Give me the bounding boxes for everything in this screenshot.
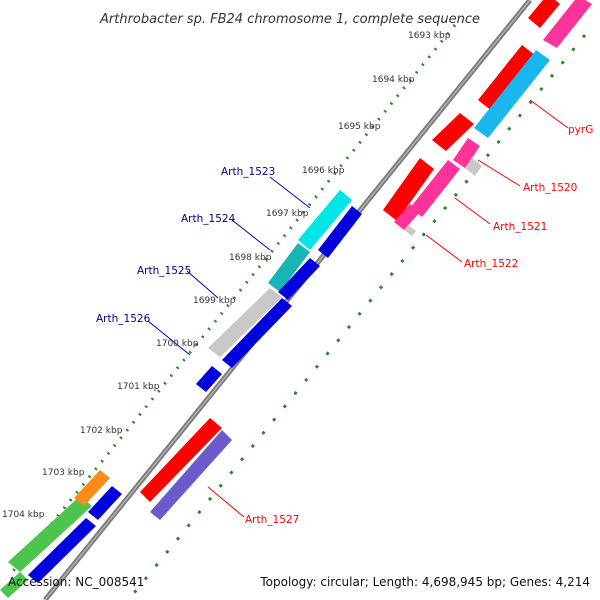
gene-blue-bottom-1[interactable] (28, 518, 96, 583)
gene-red-2[interactable] (478, 45, 536, 111)
kbp-labels: 1693 kbp 1694 kbp 1695 kbp 1696 kbp 1697… (2, 31, 451, 520)
gene-orange[interactable] (74, 470, 110, 506)
leader-lines-right (207, 99, 569, 518)
gene-gray-long[interactable] (208, 288, 282, 357)
gene-label[interactable]: Arth_1523 (221, 166, 275, 178)
gene-blue-1[interactable] (318, 206, 362, 258)
gene-track-upper-right (383, 0, 592, 236)
kbp-label: 1700 kbp (156, 339, 199, 349)
gene-blue-3[interactable] (222, 298, 292, 368)
leader-lines-left (147, 176, 311, 356)
gene-label[interactable]: Arth_1522 (464, 258, 518, 270)
gene-cyan[interactable] (298, 190, 352, 250)
map-title: Arthrobacter sp. FB24 chromosome 1, comp… (99, 12, 480, 27)
gene-gray-small-2[interactable] (404, 225, 416, 236)
gene-label[interactable]: Arth_1520 (523, 182, 577, 194)
gene-track-left (196, 190, 362, 392)
gene-green-2[interactable] (0, 572, 28, 598)
tick-track-right (128, 34, 587, 599)
kbp-label: 1702 kbp (80, 426, 123, 436)
gene-blue-2[interactable] (278, 258, 320, 300)
gene-label[interactable]: Arth_1521 (493, 221, 547, 233)
gene-label[interactable]: Arth_1524 (181, 213, 236, 225)
kbp-label: 1701 kbp (117, 382, 160, 392)
kbp-label: 1694 kbp (372, 75, 415, 85)
gene-red-4[interactable] (383, 158, 434, 221)
accession-text: Accession: NC_008541 (8, 575, 144, 589)
kbp-label: 1697 kbp (266, 209, 309, 219)
gene-track-middle (140, 418, 232, 520)
gene-track-bottom-left (0, 470, 122, 598)
gene-teal[interactable] (268, 243, 310, 292)
gene-label[interactable]: Arth_1525 (137, 265, 191, 277)
gene-red-arth1527[interactable] (140, 418, 222, 502)
kbp-label: 1703 kbp (42, 468, 85, 478)
gene-pink-3[interactable] (410, 160, 460, 217)
gene-label[interactable]: Arth_1527 (245, 514, 299, 526)
gene-pink-2[interactable] (453, 138, 480, 168)
topology-text: Topology: circular; Length: 4,698,945 bp… (259, 575, 590, 589)
kbp-label: 1704 kbp (2, 510, 45, 520)
gene-green[interactable] (8, 496, 92, 572)
gene-blue-4[interactable] (196, 366, 222, 392)
gene-label[interactable]: Arth_1526 (96, 313, 151, 325)
kbp-label: 1699 kbp (193, 296, 236, 306)
gene-purple-arth1527[interactable] (150, 430, 232, 520)
gene-red-3[interactable] (432, 113, 474, 151)
kbp-label: 1695 kbp (338, 122, 381, 132)
gene-labels-right: pyrG Arth_1520 Arth_1521 Arth_1522 Arth_… (245, 124, 593, 526)
kbp-label: 1693 kbp (408, 31, 451, 41)
gene-red-top[interactable] (528, 0, 560, 28)
kbp-label: 1696 kbp (302, 166, 345, 176)
gene-sky[interactable] (474, 50, 550, 138)
kbp-label: 1698 kbp (229, 253, 272, 263)
gene-labels-left: Arth_1523 Arth_1524 Arth_1525 Arth_1526 (96, 166, 275, 325)
gene-gray-small[interactable] (465, 158, 482, 176)
gene-blue-bottom-2[interactable] (88, 486, 122, 520)
gene-pink-4[interactable] (394, 204, 420, 230)
gene-label[interactable]: pyrG (568, 124, 593, 136)
gene-pink-top[interactable] (543, 0, 592, 48)
